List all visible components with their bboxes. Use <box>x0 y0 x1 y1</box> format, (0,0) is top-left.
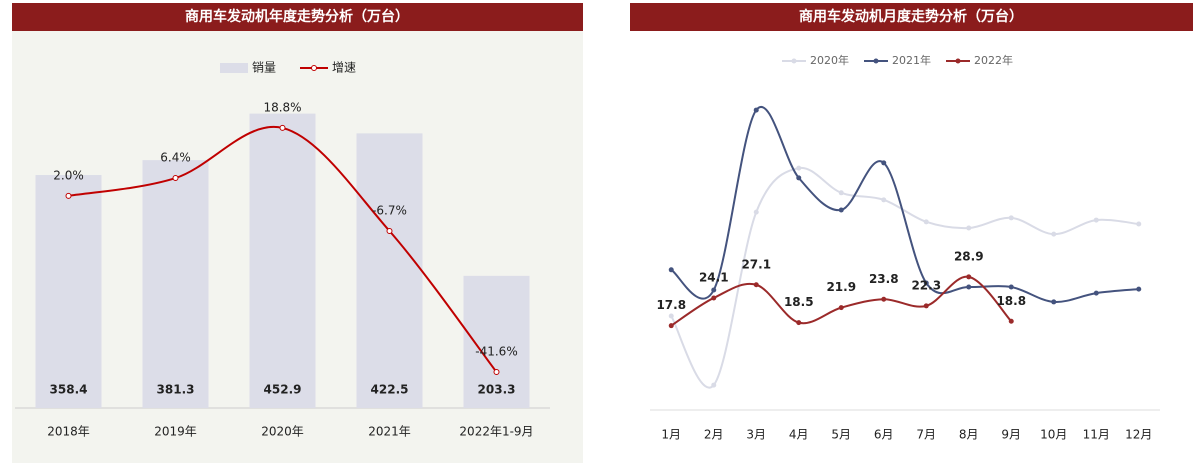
bar <box>35 175 102 408</box>
x-tick-label: 2021年 <box>368 425 411 439</box>
x-tick-label: 7月 <box>916 428 936 442</box>
x-tick-label: 9月 <box>1001 428 1021 442</box>
data-label: 22.3 <box>911 278 941 292</box>
x-tick-label: 1月 <box>661 428 681 442</box>
growth-line <box>68 125 498 373</box>
growth-label: 18.8% <box>263 100 301 114</box>
data-label: 28.9 <box>954 249 984 263</box>
chart-title: 商用车发动机年度走势分析（万台） <box>185 8 409 25</box>
data-label: 18.5 <box>784 295 814 309</box>
series-point <box>668 267 674 273</box>
series-point <box>753 107 759 113</box>
data-label: 27.1 <box>741 257 771 271</box>
growth-point <box>493 369 500 376</box>
series-point <box>923 219 929 225</box>
legend-swatch <box>873 58 879 64</box>
series-point <box>923 303 929 309</box>
bar <box>249 113 316 409</box>
x-tick-label: 2022年1-9月 <box>459 425 533 439</box>
growth-label: 2.0% <box>53 168 84 182</box>
x-tick-label: 5月 <box>831 428 851 442</box>
growth-point <box>279 124 286 131</box>
growth-label: -41.6% <box>475 345 517 359</box>
series-point <box>711 295 717 301</box>
x-tick-label: 11月 <box>1083 428 1110 442</box>
right-title-bar <box>630 3 1193 31</box>
growth-point <box>386 227 393 234</box>
series-point <box>966 284 972 290</box>
series-point <box>796 175 802 181</box>
data-label: 18.8 <box>996 294 1026 308</box>
series-point <box>1051 231 1057 237</box>
x-tick-label: 4月 <box>789 428 809 442</box>
chart-title: 商用车发动机月度走势分析（万台） <box>799 8 1023 25</box>
data-label: 24.1 <box>699 270 729 284</box>
series-point <box>1093 217 1099 223</box>
bar-label: 203.3 <box>478 383 516 397</box>
bar-label: 381.3 <box>157 383 195 397</box>
series-point <box>838 207 844 213</box>
bar-label: 358.4 <box>50 383 88 397</box>
series-point <box>838 305 844 311</box>
data-label: 23.8 <box>869 272 899 286</box>
data-label: 17.8 <box>656 298 686 312</box>
series-point <box>881 296 887 302</box>
left-title-bar <box>12 3 583 31</box>
series-point <box>881 197 887 203</box>
legend-label: 2022年 <box>974 53 1013 67</box>
x-tick-label: 6月 <box>874 428 894 442</box>
series-point <box>1008 215 1014 221</box>
legend-label: 2021年 <box>892 53 931 67</box>
legend-swatch <box>220 63 248 73</box>
series-point <box>838 190 844 196</box>
series-point <box>1093 290 1099 296</box>
bar <box>356 133 423 408</box>
series-point <box>711 287 717 293</box>
series-point <box>1008 318 1014 324</box>
x-tick-label: 12月 <box>1125 428 1152 442</box>
bar-label: 422.5 <box>371 383 409 397</box>
growth-label: -6.7% <box>372 203 407 217</box>
x-tick-label: 2019年 <box>154 425 197 439</box>
growth-point <box>65 192 72 199</box>
bar <box>142 160 209 408</box>
growth-label: 6.4% <box>160 151 191 165</box>
series-point <box>966 274 972 280</box>
x-tick-label: 2018年 <box>47 425 90 439</box>
x-tick-label: 10月 <box>1040 428 1067 442</box>
x-tick-label: 2020年 <box>261 425 304 439</box>
legend-swatch <box>791 58 797 64</box>
series-point <box>668 323 674 329</box>
series-point <box>753 282 759 288</box>
series-point <box>1136 286 1142 292</box>
series-line <box>670 167 1139 389</box>
legend-label: 2020年 <box>810 53 849 67</box>
legend-label: 销量 <box>252 61 276 75</box>
series-point <box>1051 299 1057 305</box>
series-point <box>796 165 802 171</box>
x-tick-label: 2月 <box>704 428 724 442</box>
series-point <box>881 160 887 166</box>
series-point <box>923 280 929 286</box>
x-tick-label: 8月 <box>959 428 979 442</box>
series-point <box>753 209 759 215</box>
data-label: 21.9 <box>826 280 856 294</box>
legend-label: 增速 <box>332 61 356 75</box>
legend-swatch <box>955 58 961 64</box>
legend-swatch <box>311 65 317 71</box>
x-tick-label: 3月 <box>746 428 766 442</box>
series-point <box>1008 284 1014 290</box>
series-point <box>1136 221 1142 227</box>
series-point <box>966 225 972 231</box>
series-point <box>668 313 674 319</box>
bar-label: 452.9 <box>264 383 302 397</box>
series-point <box>796 320 802 326</box>
growth-point <box>172 175 179 182</box>
series-point <box>711 382 717 388</box>
